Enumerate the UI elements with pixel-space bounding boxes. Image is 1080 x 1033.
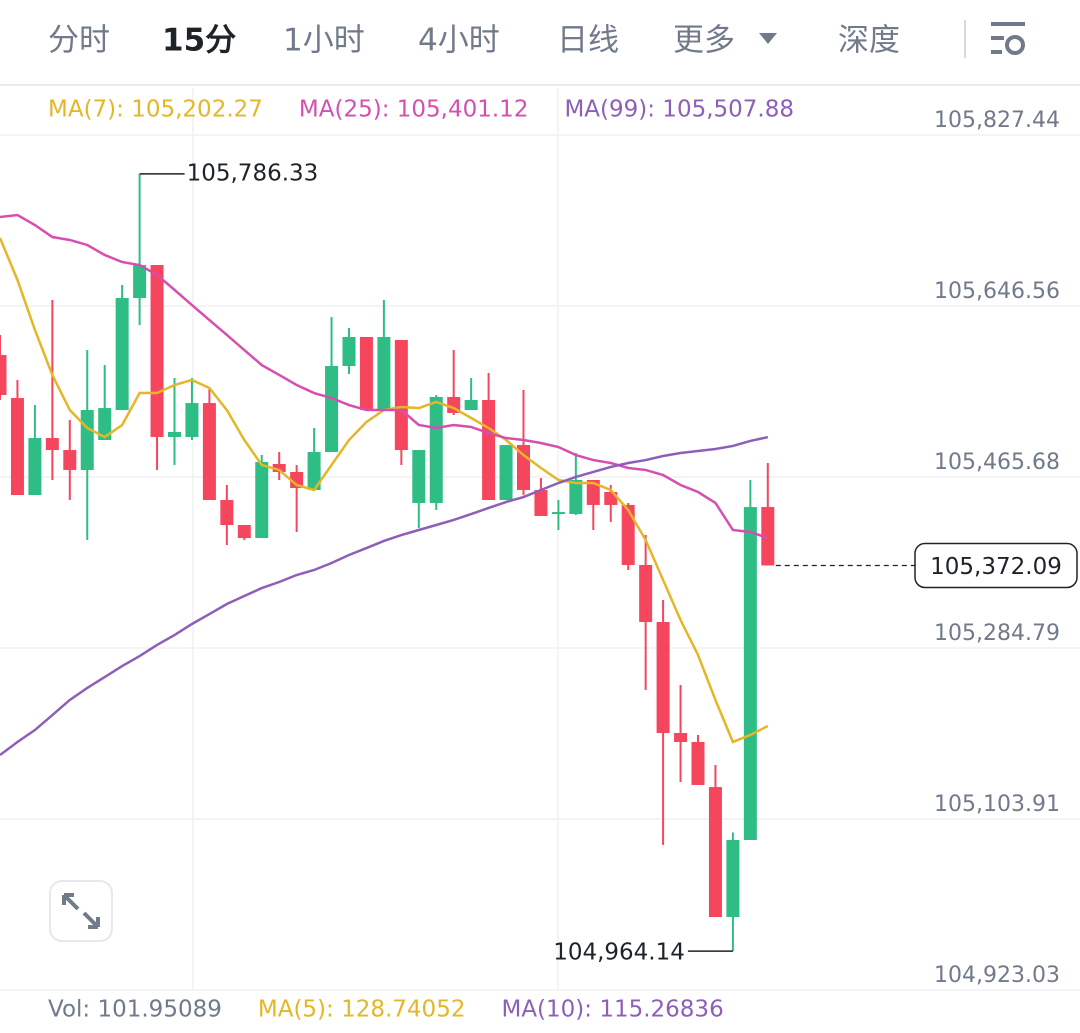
candle-body — [639, 564, 653, 622]
icon-gear — [1005, 35, 1025, 55]
volume-legend: Vol: 101.95089 MA(5): 128.74052 MA(10): 11… — [48, 997, 724, 1023]
tab[interactable]: 更多 — [673, 23, 735, 59]
candle-body — [115, 298, 129, 411]
plot: 105,786.33 104,964.14 105,372.09 — [0, 160, 1078, 966]
candle-body — [429, 396, 443, 503]
candle-body — [359, 336, 373, 411]
candle-body — [272, 464, 286, 472]
y-tick-label: 105,103.91 — [934, 792, 1060, 817]
candle-body — [63, 450, 77, 470]
candle-body — [80, 410, 94, 470]
y-tick-label: 105,284.79 — [934, 621, 1060, 646]
candle-body — [133, 265, 147, 299]
candle-body — [202, 403, 216, 501]
high-label: 105,786.33 — [187, 160, 319, 186]
tab[interactable]: 深度 — [838, 23, 900, 59]
button-frame — [49, 880, 113, 942]
candle-body — [708, 787, 722, 918]
candle-body — [150, 265, 164, 437]
ma-line — [0, 435, 769, 757]
candle-body — [499, 445, 513, 501]
legend-entry: MA(99): 105,507.88 — [564, 97, 794, 123]
candle-body — [28, 438, 42, 496]
settings-icon[interactable] — [991, 22, 1025, 55]
candle-body — [342, 336, 356, 366]
candle-body — [674, 732, 688, 742]
candle-body — [743, 507, 757, 840]
candle-body — [290, 471, 304, 489]
candle-body — [394, 339, 408, 451]
candle-body — [255, 462, 269, 539]
candle-body — [726, 839, 740, 918]
legend-entry: MA(25): 105,401.12 — [299, 97, 529, 123]
candle-body — [185, 403, 199, 437]
dropdown-arrow — [759, 33, 777, 44]
legend: MA(7): 105,202.27 MA(25): 105,401.12 MA(99… — [48, 97, 794, 123]
candle-body — [534, 490, 548, 517]
volume-legend-entry: MA(5): 128.74052 — [258, 997, 466, 1023]
candle-body — [0, 355, 7, 396]
last-price-box — [914, 542, 1078, 589]
expand-button[interactable] — [49, 880, 113, 942]
y-tick-label: 105,465.68 — [934, 450, 1060, 475]
candle-body — [45, 438, 59, 451]
tab-bar: 分时 15分 1小时 4小时 日线 更多 深度 — [48, 23, 900, 59]
tab[interactable]: 1小时 — [283, 23, 365, 59]
ma-line — [0, 213, 769, 540]
y-tick-label: 105,646.56 — [934, 279, 1060, 304]
tab[interactable]: 日线 — [557, 23, 619, 59]
volume-legend-entry: Vol: 101.95089 — [48, 997, 222, 1023]
candle-body — [656, 621, 670, 733]
candle-body — [377, 336, 391, 411]
candle-body — [412, 450, 426, 503]
legend-entry: MA(7): 105,202.27 — [48, 97, 263, 123]
candle-body — [569, 479, 583, 515]
y-tick-label: 105,827.44 — [934, 108, 1060, 133]
tab[interactable]: 15分 — [162, 23, 236, 59]
low-label: 104,964.14 — [553, 940, 685, 966]
candle-body — [325, 365, 339, 453]
candle-body — [691, 741, 705, 785]
last-price-label: 105,372.09 — [930, 554, 1062, 580]
tab[interactable]: 4小时 — [418, 23, 500, 59]
candle-body — [551, 512, 565, 515]
candle-body — [168, 431, 181, 437]
candle-body — [307, 452, 321, 491]
candle-body — [98, 408, 112, 441]
y-tick-label: 104,923.03 — [934, 963, 1060, 988]
candle-body — [464, 400, 478, 411]
candle-body — [237, 524, 251, 539]
volume-legend-entry: MA(10): 115.26836 — [501, 997, 723, 1023]
grid: 105,827.44 105,646.56 105,465.68 105,284.79… — [0, 108, 1080, 991]
candle-body — [10, 398, 24, 496]
candle-body — [761, 507, 775, 566]
candle-body — [220, 500, 234, 525]
expand-icon — [62, 893, 100, 929]
tab[interactable]: 分时 — [48, 23, 110, 59]
candle-body — [482, 400, 496, 501]
candle-body — [621, 504, 635, 565]
candle-body — [586, 479, 600, 505]
